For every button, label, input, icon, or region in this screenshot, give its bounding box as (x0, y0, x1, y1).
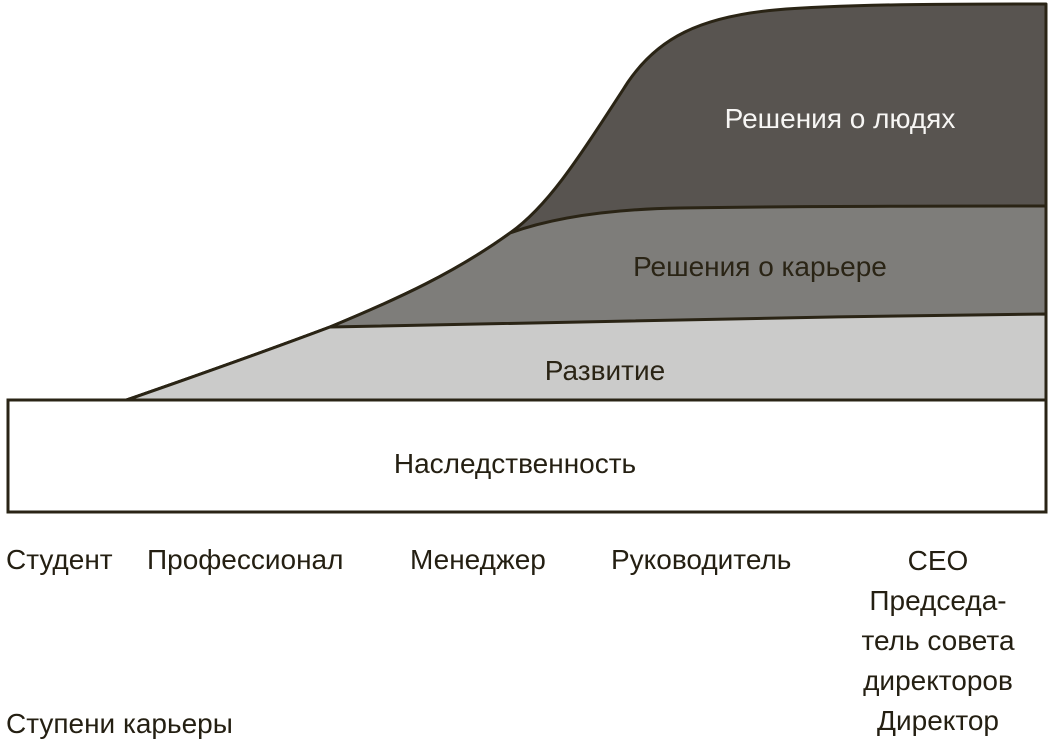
stacked-layers-figure: Решения о людях Решения о карьере Развит… (6, 2, 1048, 514)
layer-label-people-decisions: Решения о людях (725, 103, 956, 134)
stage-label-chairman-line-1: Председа- (869, 585, 1007, 616)
stage-label-professional: Профессионал (147, 544, 344, 575)
layer-area-heredity (6, 398, 1048, 514)
stage-label-ceo-line: CEO (907, 545, 969, 576)
stage-label-student: Студент (6, 544, 113, 575)
stage-label-manager: Менеджер (410, 544, 546, 575)
axis-title-career-steps: Ступени карьеры (6, 708, 233, 739)
stage-label-chairman-line-3: директоров (863, 665, 1013, 696)
layer-area-development (116, 312, 1048, 412)
stage-label-director-line: Директор (877, 705, 999, 736)
layer-label-development: Развитие (545, 355, 665, 386)
stage-label-ceo-chairman-director: CEO Председа- тель совета директоров Дир… (833, 541, 1043, 741)
layer-label-heredity: Наследственность (394, 448, 636, 479)
layer-label-career-decisions: Решения о карьере (633, 251, 887, 282)
stage-label-chairman-line-2: тель совета (861, 625, 1015, 656)
stage-label-executive: Руководитель (611, 544, 792, 575)
